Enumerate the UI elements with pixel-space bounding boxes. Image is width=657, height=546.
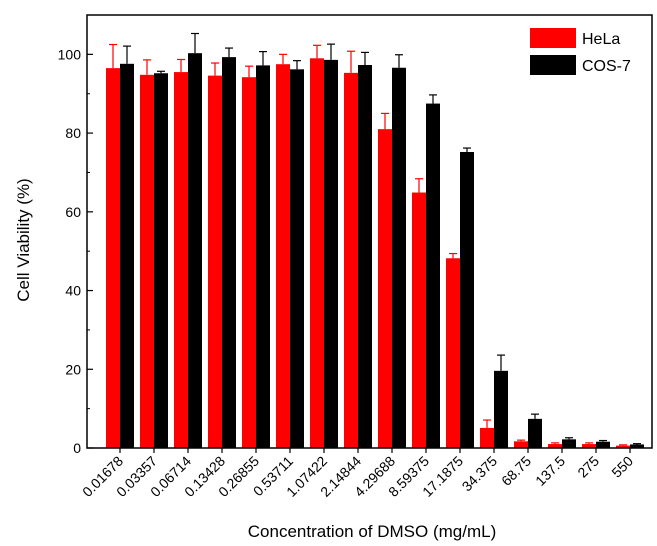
- bar-cos7-8: [392, 67, 406, 448]
- error-bar-cos7-8: [395, 54, 403, 68]
- error-bar-hela-3: [211, 62, 219, 76]
- bars-group: [106, 53, 644, 449]
- error-bar-hela-9: [415, 178, 423, 193]
- error-bar-hela-5: [279, 53, 287, 65]
- error-bars-group: [109, 32, 641, 446]
- bar-cos7-1: [154, 73, 168, 448]
- y-ticks-group: 0 20 40 60 80 100: [58, 46, 93, 456]
- bar-cos7-9: [426, 103, 440, 449]
- bar-hela-11: [480, 427, 494, 448]
- legend-label-hela: HeLa: [582, 31, 620, 48]
- bar-hela-5: [276, 64, 290, 449]
- legend-swatch-hela: [530, 28, 576, 48]
- error-bar-cos7-3: [225, 47, 233, 58]
- y-tick-label-100: 100: [58, 46, 82, 62]
- error-bar-cos7-10: [463, 147, 471, 152]
- axes-group: [86, 14, 653, 449]
- legend-label-cos7: COS-7: [582, 58, 631, 75]
- bar-cos7-4: [256, 65, 270, 449]
- bar-hela-8: [378, 129, 392, 448]
- bar-cos7-6: [324, 59, 338, 449]
- y-axis-label: Cell Viability (%): [14, 178, 33, 301]
- bar-cos7-10: [460, 151, 474, 448]
- error-bar-cos7-9: [429, 94, 437, 104]
- bar-cos7-13: [562, 439, 576, 448]
- error-bar-cos7-15: [633, 443, 641, 445]
- error-bar-cos7-1: [157, 70, 165, 74]
- bar-hela-15: [616, 445, 630, 448]
- error-bar-hela-7: [347, 50, 355, 73]
- error-bar-cos7-4: [259, 51, 267, 66]
- error-bar-cos7-14: [599, 439, 607, 442]
- bar-cos7-7: [358, 64, 372, 448]
- x-ticks-group: 0.016780.033570.067140.134280.268550.537…: [79, 448, 636, 500]
- error-bar-cos7-5: [293, 60, 301, 70]
- bar-hela-3: [208, 75, 222, 449]
- x-axis-label: Concentration of DMSO (mg/mL): [248, 522, 496, 541]
- y-tick-label-20: 20: [65, 361, 81, 377]
- error-bar-cos7-7: [361, 51, 369, 65]
- bar-hela-12: [514, 441, 528, 448]
- error-bar-hela-12: [517, 439, 525, 442]
- error-bar-cos7-6: [327, 43, 335, 60]
- error-bar-hela-15: [619, 444, 627, 446]
- error-bar-hela-11: [483, 419, 491, 428]
- bar-cos7-12: [528, 418, 542, 448]
- error-bar-hela-0: [109, 43, 117, 69]
- plot-frame: [86, 14, 653, 449]
- error-bar-cos7-2: [191, 32, 199, 54]
- legend: HeLa COS-7: [530, 28, 631, 75]
- bar-hela-1: [140, 74, 154, 448]
- error-bar-hela-14: [585, 442, 593, 445]
- y-tick-label-40: 40: [65, 283, 81, 299]
- error-bar-cos7-12: [531, 413, 539, 419]
- bar-hela-10: [446, 258, 460, 448]
- bar-hela-0: [106, 68, 120, 449]
- error-bar-cos7-0: [123, 45, 131, 64]
- bar-cos7-14: [596, 441, 610, 448]
- x-tick-label-15: 550: [608, 453, 636, 481]
- error-bar-hela-8: [381, 112, 389, 130]
- bar-cos7-11: [494, 370, 508, 448]
- x-tick-label-14: 275: [574, 453, 602, 481]
- y-tick-label-0: 0: [73, 440, 81, 456]
- x-tick-label-11: 34.375: [459, 453, 501, 495]
- bar-cos7-5: [290, 69, 304, 449]
- error-bar-hela-10: [449, 252, 457, 259]
- bar-cos7-0: [120, 63, 134, 448]
- bar-hela-13: [548, 444, 562, 448]
- y-tick-label-80: 80: [65, 125, 81, 141]
- bar-hela-9: [412, 192, 426, 448]
- error-bar-hela-4: [245, 65, 253, 78]
- bar-hela-14: [582, 444, 596, 448]
- x-tick-label-13: 137.5: [532, 453, 568, 489]
- bar-cos7-2: [188, 53, 202, 448]
- bar-hela-6: [310, 58, 324, 449]
- bar-hela-7: [344, 72, 358, 448]
- error-bar-hela-6: [313, 44, 321, 59]
- error-bar-hela-1: [143, 59, 151, 75]
- error-bar-hela-2: [177, 58, 185, 73]
- y-tick-label-60: 60: [65, 204, 81, 220]
- bar-hela-4: [242, 77, 256, 448]
- bar-cos7-15: [630, 444, 644, 448]
- error-bar-hela-13: [551, 442, 559, 445]
- x-tick-label-12: 68.75: [498, 453, 534, 489]
- legend-swatch-cos7: [530, 55, 576, 75]
- bar-hela-2: [174, 72, 188, 448]
- bar-cos7-3: [222, 57, 236, 449]
- error-bar-cos7-13: [565, 437, 573, 440]
- error-bar-cos7-11: [497, 354, 505, 371]
